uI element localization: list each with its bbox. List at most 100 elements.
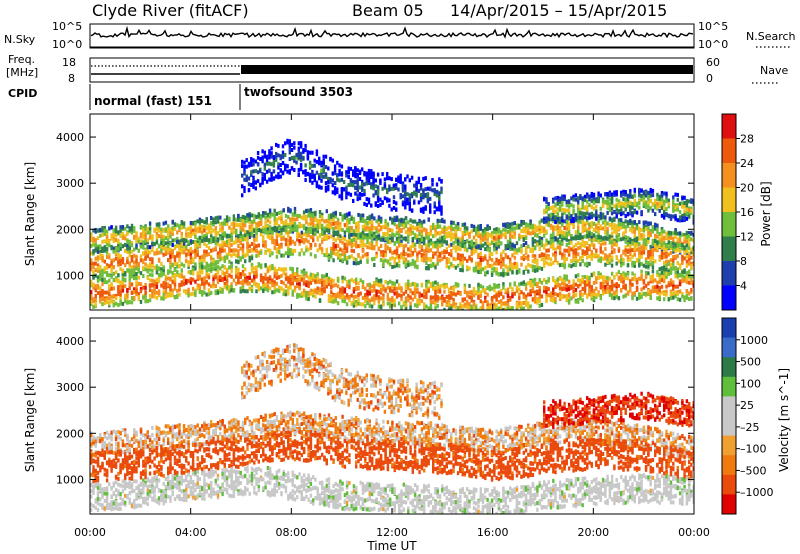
power-cell bbox=[454, 223, 458, 228]
power-cell bbox=[203, 249, 206, 254]
power-cell bbox=[139, 299, 143, 304]
power-cell bbox=[418, 298, 421, 303]
power-cell bbox=[536, 242, 539, 247]
power-cell bbox=[139, 289, 143, 294]
power-cell bbox=[185, 238, 188, 243]
power-cell bbox=[538, 254, 541, 258]
power-cell bbox=[506, 225, 510, 230]
power-cell bbox=[323, 283, 326, 287]
power-cell bbox=[312, 221, 315, 226]
power-cell bbox=[207, 252, 211, 257]
power-cell bbox=[105, 295, 109, 300]
power-cell bbox=[450, 303, 453, 308]
power-cell bbox=[110, 265, 113, 270]
power-cell bbox=[531, 253, 535, 258]
power-cell bbox=[384, 243, 387, 248]
power-cell bbox=[126, 244, 129, 249]
power-cell bbox=[275, 239, 279, 244]
power-cell bbox=[364, 233, 367, 238]
power-cell bbox=[321, 274, 324, 279]
power-cell bbox=[336, 291, 340, 296]
power-cell bbox=[142, 274, 145, 278]
power-cell bbox=[264, 224, 267, 229]
power-cell bbox=[423, 294, 426, 299]
power-cell bbox=[341, 228, 344, 232]
power-cell bbox=[384, 253, 387, 258]
power-cell bbox=[685, 240, 689, 244]
power-cell bbox=[289, 225, 292, 230]
power-cell bbox=[287, 251, 290, 256]
power-cell bbox=[389, 247, 392, 252]
power-cell bbox=[205, 219, 208, 224]
power-cell bbox=[504, 271, 507, 276]
power-cell bbox=[155, 235, 159, 239]
power-cell bbox=[121, 288, 125, 293]
power-cell bbox=[108, 278, 111, 283]
power-cell bbox=[219, 289, 222, 294]
power-cell bbox=[450, 295, 453, 300]
power-cell bbox=[296, 273, 299, 278]
power-cell bbox=[506, 268, 510, 273]
power-cell bbox=[577, 226, 580, 230]
power-cell bbox=[241, 264, 245, 269]
power-cell bbox=[572, 236, 575, 241]
power-cell bbox=[323, 230, 326, 235]
power-cell bbox=[373, 231, 376, 236]
power-cell bbox=[198, 259, 202, 264]
power-cell bbox=[108, 288, 111, 293]
power-cell bbox=[167, 276, 170, 281]
power-cell bbox=[355, 261, 358, 266]
power-cell bbox=[663, 235, 666, 240]
power-cell bbox=[239, 222, 242, 227]
power-cell bbox=[382, 296, 385, 300]
power-cell bbox=[275, 232, 279, 237]
power-cell bbox=[411, 219, 414, 224]
power-cell bbox=[395, 279, 399, 284]
power-cell bbox=[490, 241, 494, 245]
power-cell bbox=[581, 251, 584, 256]
power-cell bbox=[386, 232, 390, 237]
power-cell bbox=[119, 255, 122, 259]
power-cell bbox=[167, 282, 170, 287]
power-cell bbox=[219, 215, 222, 220]
power-cell bbox=[176, 236, 179, 241]
power-cell bbox=[155, 295, 159, 300]
power-cell bbox=[316, 290, 319, 295]
power-cell bbox=[581, 220, 584, 225]
power-cell bbox=[536, 268, 539, 273]
power-cell bbox=[377, 295, 381, 300]
power-cell bbox=[92, 242, 95, 247]
power-cell bbox=[592, 213, 596, 218]
power-cell bbox=[119, 225, 122, 230]
power-cell bbox=[622, 261, 625, 266]
power-cell bbox=[352, 218, 356, 223]
power-cell bbox=[223, 276, 226, 281]
power-cell bbox=[332, 250, 335, 255]
power-cell bbox=[407, 234, 410, 239]
power-cell bbox=[96, 228, 100, 233]
power-cell bbox=[407, 283, 410, 288]
power-cell bbox=[180, 220, 183, 225]
power-cell bbox=[425, 283, 428, 288]
power-cell bbox=[321, 247, 324, 252]
power-cell bbox=[300, 277, 303, 282]
power-cell bbox=[219, 228, 222, 233]
power-cell bbox=[230, 274, 233, 279]
power-cell bbox=[248, 276, 251, 280]
power-cell bbox=[103, 231, 106, 236]
power-cell bbox=[287, 233, 290, 238]
power-cell bbox=[513, 261, 516, 266]
power-cell bbox=[495, 261, 498, 266]
power-cell bbox=[436, 225, 439, 230]
power-cell bbox=[302, 293, 306, 298]
power-cell bbox=[438, 219, 442, 224]
power-cell bbox=[379, 288, 383, 292]
power-cell bbox=[348, 238, 351, 243]
power-cell bbox=[520, 234, 523, 239]
power-cell bbox=[142, 258, 145, 263]
power-cell bbox=[629, 237, 632, 242]
power-cell bbox=[273, 286, 276, 291]
power-cell bbox=[180, 250, 183, 255]
power-cell bbox=[454, 248, 458, 253]
power-cell bbox=[223, 284, 226, 289]
